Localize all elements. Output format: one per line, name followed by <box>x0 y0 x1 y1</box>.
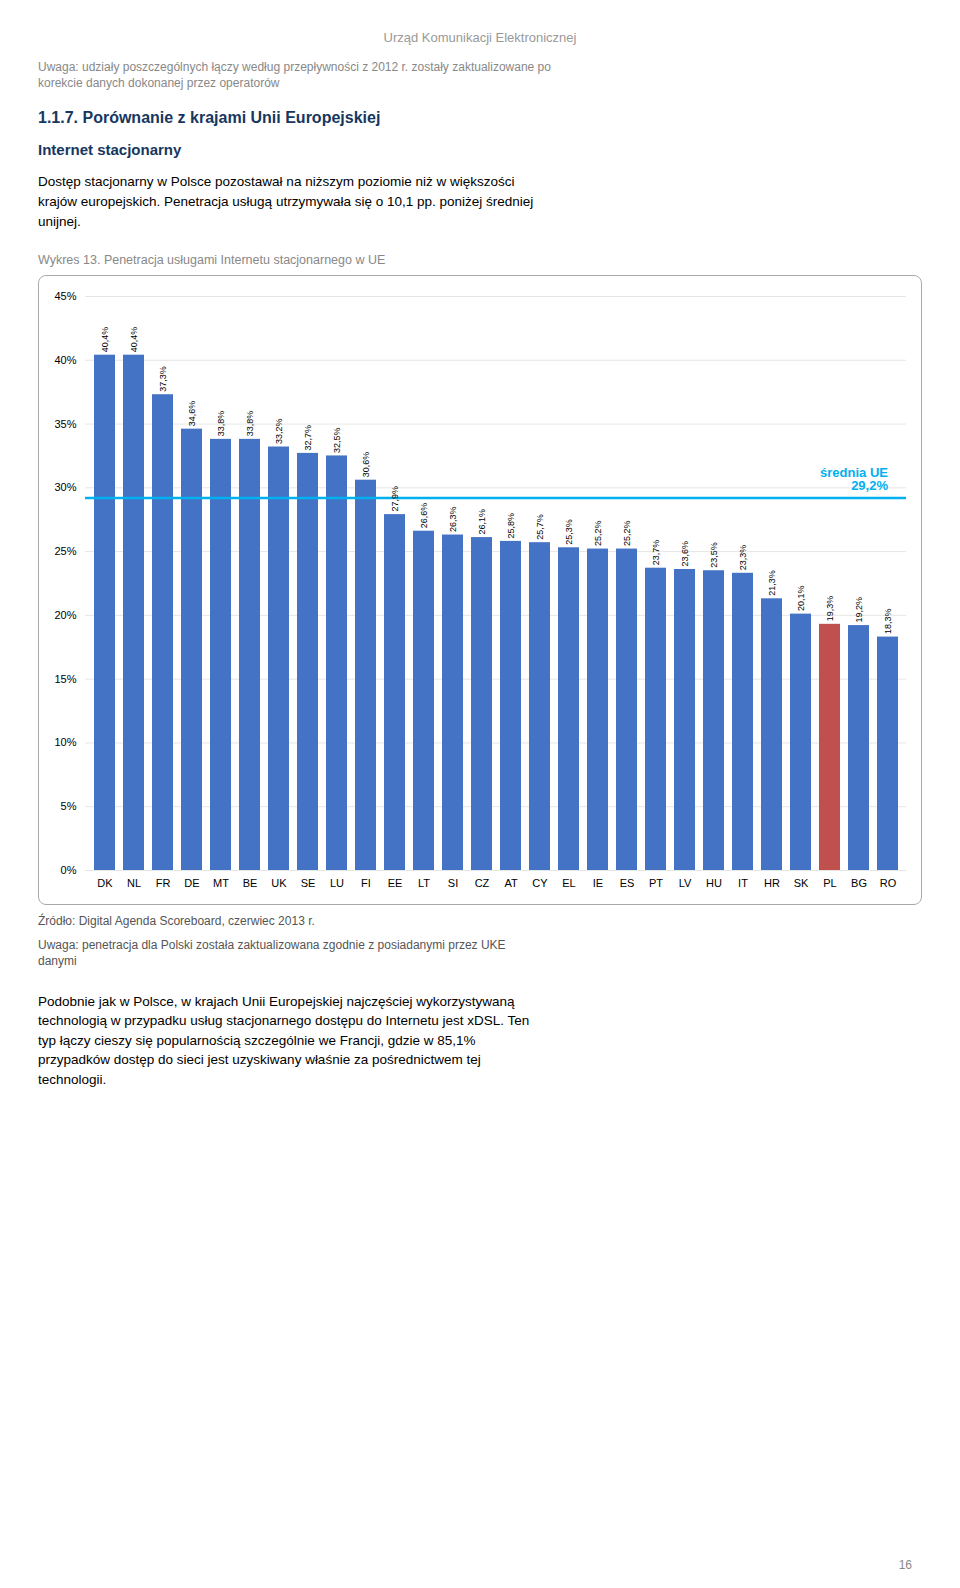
html-text:Uwaga: penetracja dla Polski z: Uwaga: penetracja dla Polski została zak… <box>38 938 506 969</box>
svg-text:SK: SK <box>794 877 809 889</box>
svg-text:CY: CY <box>532 877 548 889</box>
svg-text:15%: 15% <box>54 673 76 685</box>
svg-text:DK: DK <box>97 877 113 889</box>
html-text:Dostęp stacjonarny w Polsce po: Dostęp stacjonarny w Polsce pozostawał n… <box>38 174 534 229</box>
svg-text:26,1%: 26,1% <box>477 509 487 535</box>
svg-text:BG: BG <box>851 877 867 889</box>
svg-text:LT: LT <box>418 877 430 889</box>
svg-text:EL: EL <box>562 877 575 889</box>
svg-text:MT: MT <box>213 877 229 889</box>
svg-text:CZ: CZ <box>475 877 490 889</box>
svg-text:IE: IE <box>593 877 603 889</box>
svg-text:ES: ES <box>620 877 635 889</box>
svg-text:25,2%: 25,2% <box>622 521 632 547</box>
svg-text:45%: 45% <box>54 290 76 302</box>
svg-text:23,3%: 23,3% <box>738 545 748 571</box>
svg-text:średnia UE29,2%: średnia UE29,2% <box>820 465 888 493</box>
svg-text:SI: SI <box>448 877 458 889</box>
svg-text:40,4%: 40,4% <box>129 327 139 353</box>
svg-text:HU: HU <box>706 877 722 889</box>
svg-text:32,5%: 32,5% <box>332 427 342 453</box>
svg-text:34,6%: 34,6% <box>187 401 197 427</box>
svg-text:26,6%: 26,6% <box>419 503 429 529</box>
svg-text:19,3%: 19,3% <box>825 596 835 622</box>
svg-text:HR: HR <box>764 877 780 889</box>
svg-text:10%: 10% <box>54 737 76 749</box>
svg-text:33,2%: 33,2% <box>274 419 284 445</box>
svg-text:AT: AT <box>504 877 518 889</box>
svg-text:32,7%: 32,7% <box>303 425 313 451</box>
svg-text:LV: LV <box>679 877 692 889</box>
svg-text:30%: 30% <box>54 481 76 493</box>
html-text:Internet stacjonarny: Internet stacjonarny <box>38 141 182 159</box>
svg-text:BE: BE <box>243 877 258 889</box>
svg-text:23,6%: 23,6% <box>680 541 690 567</box>
svg-text:19,2%: 19,2% <box>854 597 864 623</box>
html-text:16: 16 <box>898 1558 912 1572</box>
svg-text:LU: LU <box>330 877 344 889</box>
svg-text:SE: SE <box>301 877 316 889</box>
svg-text:25,8%: 25,8% <box>506 513 516 539</box>
svg-text:35%: 35% <box>54 418 76 430</box>
svg-text:PT: PT <box>649 877 663 889</box>
svg-text:FI: FI <box>361 877 371 889</box>
svg-text:40,4%: 40,4% <box>100 327 110 353</box>
svg-text:25,7%: 25,7% <box>535 514 545 540</box>
html-text:Wykres 13. Penetracja usługami: Wykres 13. Penetracja usługami Internetu… <box>38 253 386 268</box>
html-text:Podobnie jak w Polsce, w kraja: Podobnie jak w Polsce, w krajach Unii Eu… <box>38 993 530 1087</box>
svg-text:IT: IT <box>738 877 748 889</box>
svg-text:20%: 20% <box>54 609 76 621</box>
svg-text:NL: NL <box>127 877 141 889</box>
svg-text:FR: FR <box>156 877 171 889</box>
svg-text:30,6%: 30,6% <box>361 452 371 478</box>
svg-text:PL: PL <box>823 877 836 889</box>
svg-text:0%: 0% <box>61 864 77 876</box>
svg-text:RO: RO <box>880 877 897 889</box>
svg-text:37,3%: 37,3% <box>158 366 168 392</box>
svg-text:33,8%: 33,8% <box>216 411 226 437</box>
svg-text:40%: 40% <box>54 354 76 366</box>
svg-text:UK: UK <box>271 877 287 889</box>
svg-text:23,5%: 23,5% <box>709 542 719 568</box>
svg-text:33,8%: 33,8% <box>245 411 255 437</box>
html-text:Uwaga: udziały poszczególnych: Uwaga: udziały poszczególnych łączy wedł… <box>38 60 551 91</box>
html-text:Źródło: Digital Agenda Scorebo: Źródło: Digital Agenda Scoreboard, czerw… <box>38 914 315 929</box>
svg-text:23,7%: 23,7% <box>651 540 661 566</box>
svg-text:20,1%: 20,1% <box>796 586 806 612</box>
svg-text:18,3%: 18,3% <box>883 609 893 635</box>
html-text:1.1.7. Porównanie z krajami Un: 1.1.7. Porównanie z krajami Unii Europej… <box>38 109 381 127</box>
svg-text:26,3%: 26,3% <box>448 507 458 533</box>
svg-text:DE: DE <box>184 877 199 889</box>
svg-text:27,9%: 27,9% <box>390 486 400 512</box>
svg-text:25,3%: 25,3% <box>564 519 574 545</box>
svg-text:25%: 25% <box>54 545 76 557</box>
svg-text:25,2%: 25,2% <box>593 521 603 547</box>
svg-text:EE: EE <box>388 877 403 889</box>
html-text:Urząd Komunikacji Elektroniczn: Urząd Komunikacji Elektronicznej <box>383 30 577 45</box>
svg-text:21,3%: 21,3% <box>767 570 777 596</box>
svg-text:5%: 5% <box>61 800 77 812</box>
